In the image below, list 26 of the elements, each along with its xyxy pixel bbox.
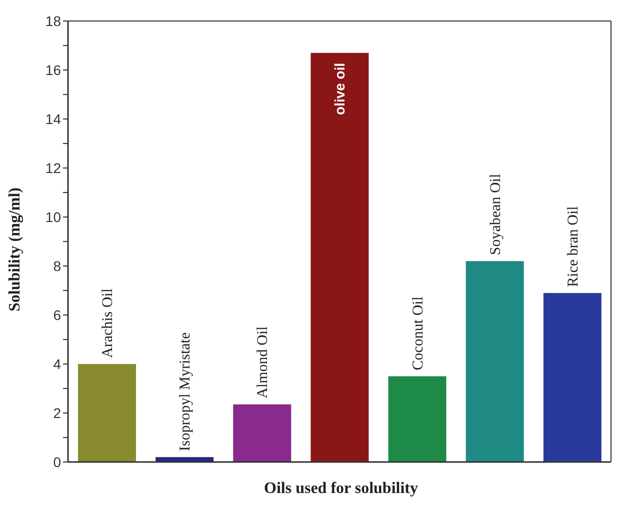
y-tick-label: 16 (45, 62, 62, 78)
y-tick-label: 6 (53, 306, 62, 323)
bar (78, 364, 136, 462)
y-tick-label: 4 (53, 356, 62, 372)
x-tick-label: Rice bran Oil (565, 206, 582, 287)
x-tick-label: olive oil (332, 62, 348, 115)
x-tick-label: Coconut Oil (410, 296, 426, 370)
y-tick-label: 18 (45, 12, 62, 29)
bar (310, 52, 369, 462)
x-tick-label: Isopropyl Myristate (178, 332, 194, 452)
x-axis-title: Oils used for solubility (263, 480, 419, 498)
y-tick-label: 2 (53, 404, 62, 421)
bar (388, 376, 446, 462)
x-tick-label: Soyabean Oil (488, 174, 504, 256)
bar (466, 261, 524, 462)
y-tick-label: 12 (45, 160, 62, 176)
x-tick-label: Arachis Oil (100, 288, 116, 358)
x-tick-label: Almond Oil (255, 326, 272, 398)
y-tick-label: 10 (45, 208, 62, 225)
bar (543, 292, 602, 462)
y-tick-label: 14 (45, 110, 62, 127)
bar (233, 404, 292, 462)
y-axis-title: Solubility (mg/ml) (6, 187, 24, 312)
y-tick-label: 8 (53, 258, 62, 274)
bar (156, 457, 214, 462)
y-tick-label: 0 (53, 454, 62, 470)
